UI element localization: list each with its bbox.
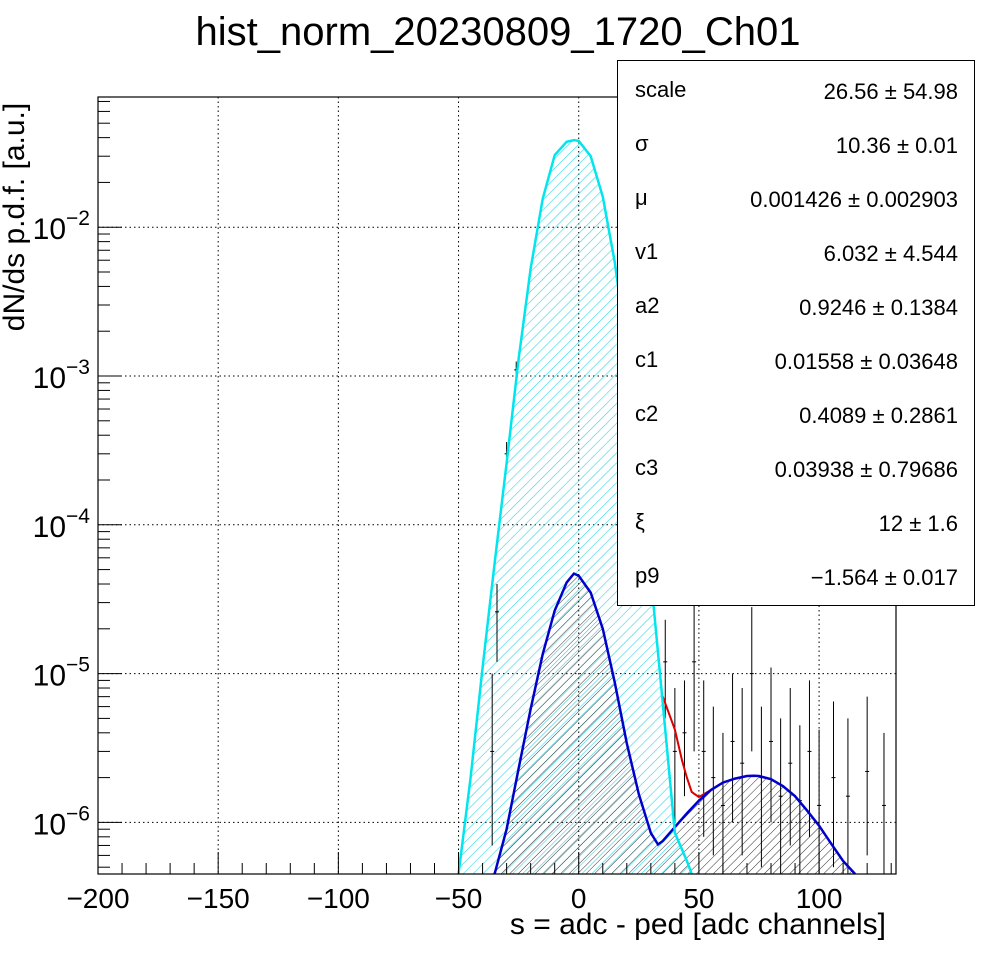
chart-title: hist_norm_20230809_1720_Ch01: [195, 10, 801, 54]
signal-fit-curve: [493, 572, 857, 874]
fit-param-row: ξ 12 ± 1.6: [618, 493, 974, 547]
x-tick-label: 50: [683, 883, 714, 914]
fit-param-row: c2 0.4089 ± 0.2861: [618, 385, 974, 439]
fit-param-value: 26.56 ± 54.98: [823, 79, 958, 104]
x-tick-label: −200: [66, 883, 129, 914]
y-tick-label: 10−4: [33, 505, 91, 544]
x-tick-label: −50: [435, 883, 483, 914]
pedestal-fill: [458, 140, 692, 874]
fit-param-value: 0.9246 ± 0.1384: [799, 295, 958, 320]
x-tick-label: −100: [307, 883, 370, 914]
fit-param-value: 10.36 ± 0.01: [835, 133, 958, 158]
fit-param-value: 6.032 ± 4.544: [823, 241, 958, 266]
pedestal-fit-curve: [457, 138, 693, 874]
fit-param-name: p9: [635, 563, 660, 588]
fit-param-name: σ: [635, 131, 649, 156]
fit-param-row: v1 6.032 ± 4.544: [618, 223, 974, 277]
fit-param-name: c2: [635, 401, 659, 426]
fit-param-value: 12 ± 1.6: [878, 511, 958, 536]
fit-param-row: c3 0.03938 ± 0.79686: [618, 439, 974, 493]
x-tick-label: 0: [571, 883, 587, 914]
fit-param-row: scale 26.56 ± 54.98: [618, 61, 974, 115]
fit-param-row: μ 0.001426 ± 0.002903: [618, 169, 974, 223]
fit-param-name: a2: [635, 293, 660, 318]
x-axis-label: s = adc - ped [adc channels]: [509, 908, 886, 941]
y-tick-label: 10−5: [33, 654, 90, 693]
fit-param-name: c3: [635, 455, 659, 480]
y-tick-label: 10−3: [33, 356, 90, 395]
fit-param-row: a2 0.9246 ± 0.1384: [618, 277, 974, 331]
fit-param-value: 0.01558 ± 0.03648: [774, 349, 958, 374]
fit-param-row: p9 −1.564 ± 0.017: [618, 547, 974, 601]
fit-param-name: μ: [635, 185, 648, 210]
y-axis-label: dN/ds p.d.f. [a.u.]: [0, 102, 31, 332]
fit-param-value: 0.001426 ± 0.002903: [750, 187, 958, 212]
x-tick-label: −150: [187, 883, 250, 914]
x-tick-label: 100: [796, 883, 843, 914]
fit-param-value: 0.03938 ± 0.79686: [774, 457, 958, 482]
y-tick-label: 10−6: [33, 802, 90, 841]
fit-param-row: c1 0.01558 ± 0.03648: [618, 331, 974, 385]
fit-param-name: ξ: [635, 509, 645, 534]
fit-param-row: σ 10.36 ± 0.01: [618, 115, 974, 169]
fit-param-name: c1: [635, 347, 659, 372]
signal-fill: [494, 573, 856, 874]
y-tick-label: 10−2: [33, 207, 90, 246]
fit-stats-box: scale 26.56 ± 54.98 σ 10.36 ± 0.01 μ 0.001426…: [617, 60, 975, 606]
fit-param-name: scale: [635, 77, 687, 102]
fit-param-name: v1: [635, 239, 659, 264]
fit-param-value: −1.564 ± 0.017: [810, 565, 958, 590]
fit-param-value: 0.4089 ± 0.2861: [799, 403, 958, 428]
